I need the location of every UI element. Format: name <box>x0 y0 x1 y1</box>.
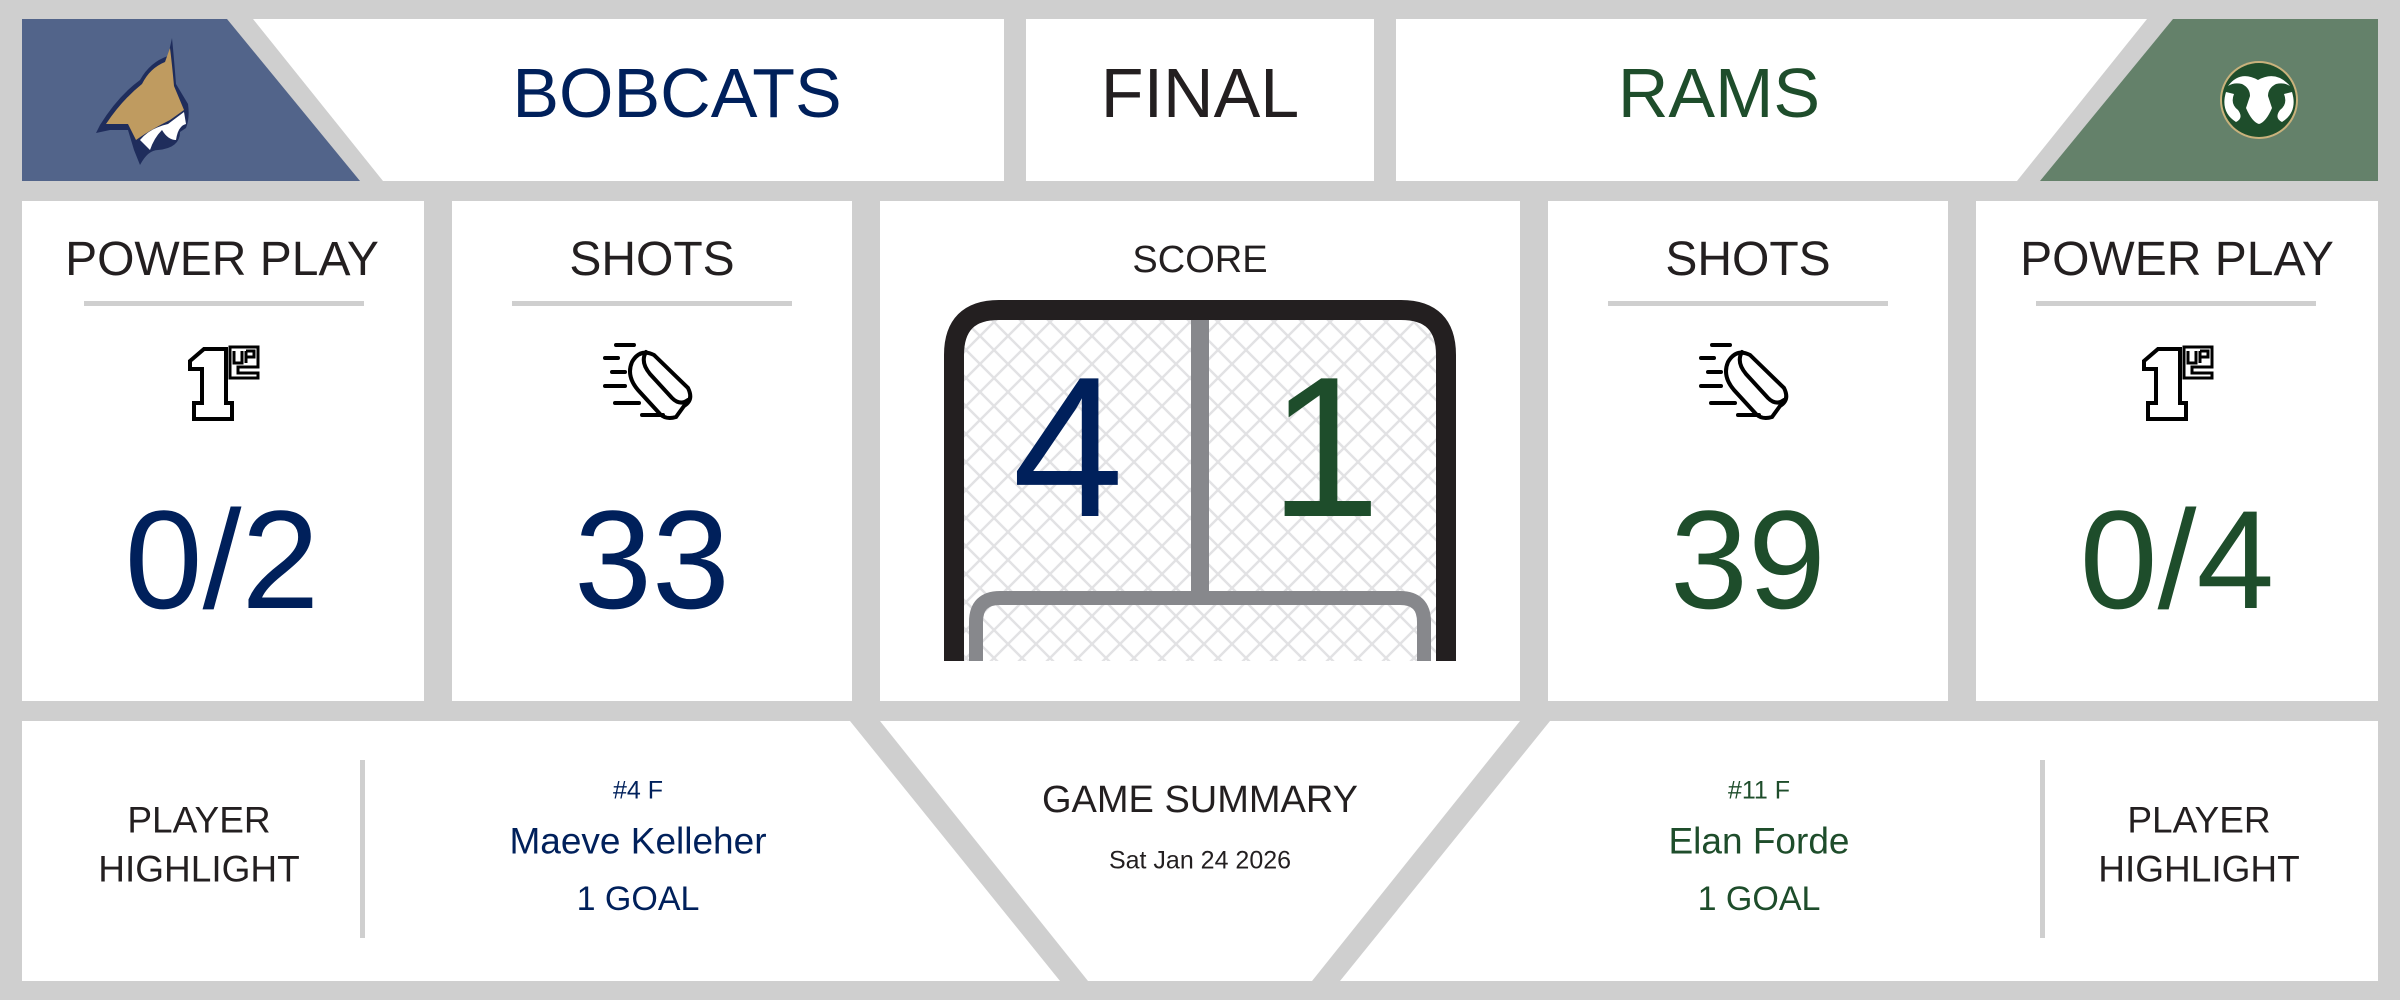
home-shots-label: SHOTS <box>569 233 735 286</box>
score-label: SCORE <box>1132 239 1268 281</box>
home-shots-panel <box>452 201 852 701</box>
away-shots-value: 39 <box>1670 481 1826 638</box>
away-power-play-value: 0/4 <box>2079 481 2275 638</box>
hockey-net-icon <box>944 300 1456 661</box>
home-score: 4 <box>1012 336 1124 559</box>
home-power-play-value: 0/2 <box>124 481 320 638</box>
1up-icon <box>2142 345 2214 421</box>
away-team-name: RAMS <box>1617 54 1821 132</box>
player-highlight-label: PLAYER <box>2127 799 2271 841</box>
heading-rule <box>2036 301 2316 306</box>
1up-icon <box>188 345 260 421</box>
away-player-stat: 1 GOAL <box>1697 880 1821 918</box>
away-score: 1 <box>1269 336 1381 559</box>
home-highlight-panel <box>22 721 1060 981</box>
game-status: FINAL <box>1100 54 1300 132</box>
away-team-panel <box>1396 19 2147 181</box>
home-player-stat: 1 GOAL <box>576 880 700 918</box>
home-power-play-label: POWER PLAY <box>65 233 379 286</box>
divider <box>2040 760 2045 938</box>
away-player-number: #11 F <box>1727 776 1791 805</box>
home-logo-panel <box>22 19 360 181</box>
game-date: Sat Jan 24 2026 <box>1108 846 1292 875</box>
puck-icon <box>1699 343 1789 420</box>
away-shots-panel <box>1548 201 1948 701</box>
away-power-play-panel <box>1976 201 2378 701</box>
player-highlight-label: HIGHLIGHT <box>98 848 300 890</box>
heading-rule <box>512 301 792 306</box>
player-highlight-label: HIGHLIGHT <box>2098 848 2300 890</box>
home-team-name: BOBCATS <box>512 54 842 132</box>
away-highlight-panel <box>1340 721 2378 981</box>
ram-logo <box>2220 61 2298 139</box>
summary-panel <box>880 721 1520 981</box>
heading-rule <box>1608 301 1888 306</box>
divider <box>360 760 365 938</box>
puck-icon <box>603 343 693 420</box>
away-player-name: Elan Forde <box>1668 820 1850 862</box>
home-power-play-panel <box>22 201 424 701</box>
away-logo-panel <box>2040 19 2378 181</box>
game-summary-link[interactable]: GAME SUMMARY <box>1041 779 1359 821</box>
home-shots-value: 33 <box>574 481 730 638</box>
away-shots-label: SHOTS <box>1665 233 1831 286</box>
player-highlight-label: PLAYER <box>127 799 271 841</box>
bobcat-logo <box>96 38 189 165</box>
away-power-play-label: POWER PLAY <box>2020 233 2334 286</box>
home-team-panel <box>253 19 1004 181</box>
heading-rule <box>84 301 364 306</box>
home-player-number: #4 F <box>612 776 664 805</box>
home-player-name: Maeve Kelleher <box>509 820 767 862</box>
status-panel <box>1026 19 1374 181</box>
